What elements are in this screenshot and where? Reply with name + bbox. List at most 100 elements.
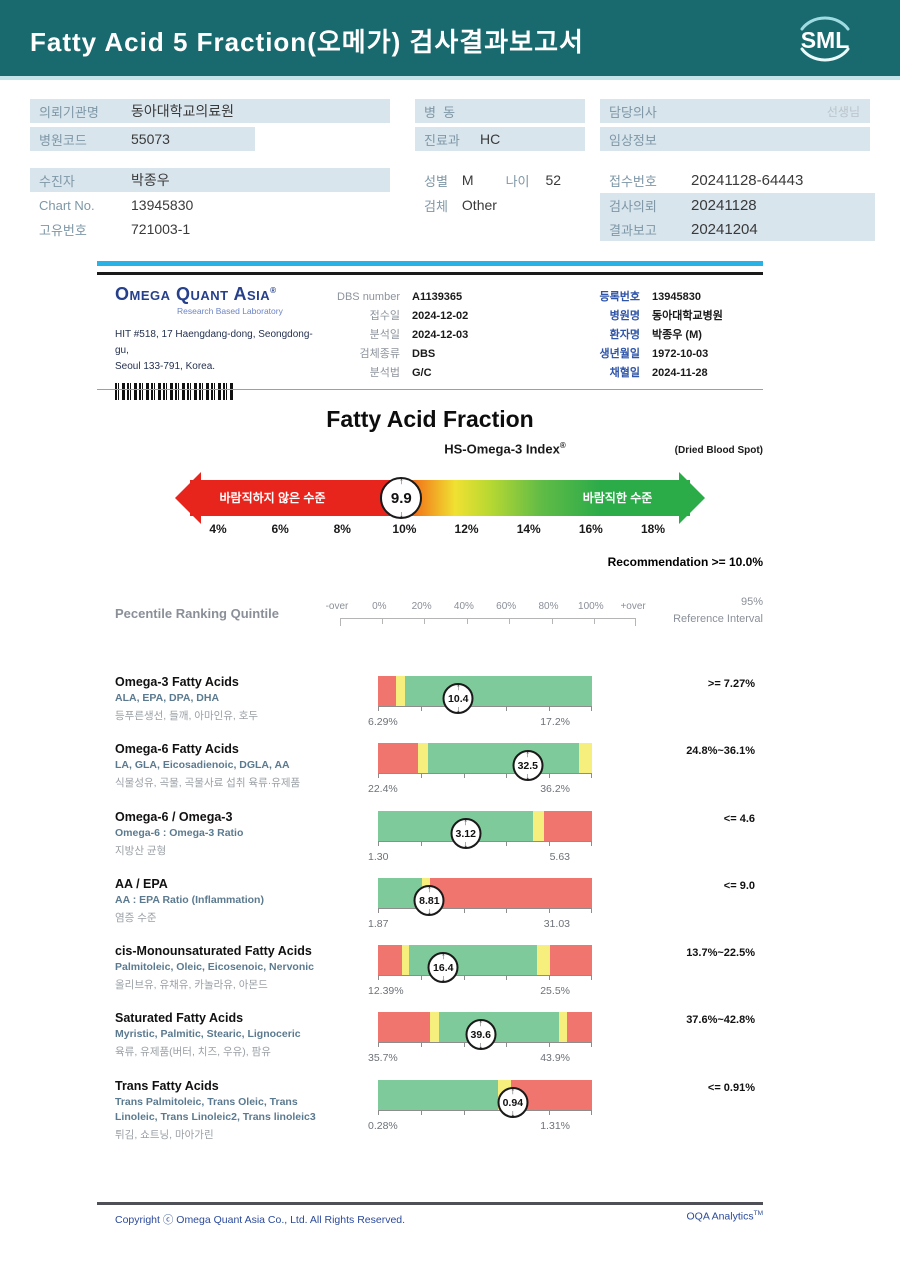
doctor-suffix: 선생님 bbox=[826, 104, 860, 119]
lab-patient-row: 생년월일 1972-10-03 bbox=[599, 348, 709, 360]
top-rule bbox=[97, 272, 763, 275]
row-korean-sources: 지방산 균형 bbox=[115, 845, 167, 857]
range-high: 25.5% bbox=[540, 985, 570, 997]
field-value: 동아대학교의료원 bbox=[131, 103, 235, 119]
reference-interval: <= 0.91% bbox=[707, 1082, 755, 1094]
field-label: 결과보고 bbox=[609, 222, 657, 238]
field-label: 고유번호 bbox=[39, 222, 87, 238]
lab-logo: Omega Quant Asia® bbox=[115, 284, 277, 304]
reference-interval: <= 4.6 bbox=[723, 813, 755, 825]
field-value: M bbox=[461, 172, 474, 188]
row-subtitle: Palmitoleic, Oleic, Eicosenoic, Nervonic bbox=[115, 961, 314, 973]
field-sex-age: 성별 M 나이 52 bbox=[415, 168, 585, 192]
field-requesting-org: 의뢰기관명 동아대학교의료원 bbox=[30, 99, 390, 123]
row-korean-sources: 식물성유, 곡물, 곡물사료 섭취 육류·유제품 bbox=[115, 777, 301, 789]
field-request-date: 검사의뢰 20241128 bbox=[600, 193, 875, 217]
dried-blood-spot-note: (Dried Blood Spot) bbox=[674, 445, 763, 456]
lab-meta-row: DBS number A1139365 bbox=[337, 291, 463, 303]
lab-address: HIT #518, 17 Haengdang-dong, Seongdong-g… bbox=[115, 329, 313, 372]
chart-title: Fatty Acid Fraction bbox=[326, 406, 534, 432]
reference-interval: <= 9.0 bbox=[723, 880, 755, 892]
range-bar bbox=[378, 811, 592, 842]
value-marker: 39.6 bbox=[465, 1019, 497, 1050]
field-label: 검체 bbox=[424, 198, 448, 214]
trademark-mark: TM bbox=[753, 1210, 763, 1217]
row-title: Omega-3 Fatty Acids bbox=[115, 675, 239, 689]
range-low: 0.28% bbox=[368, 1120, 398, 1132]
field-label: 진료과 bbox=[424, 132, 460, 148]
copyright-text: Copyright ⓒ Omega Quant Asia Co., Ltd. A… bbox=[115, 1214, 406, 1226]
row-subtitle: LA, GLA, Eicosadienoic, DGLA, AA bbox=[115, 759, 290, 771]
lab-meta-row: 분석법 G/C bbox=[369, 367, 432, 379]
range-high: 5.63 bbox=[549, 851, 570, 863]
range-high: 17.2% bbox=[540, 716, 570, 728]
field-value: 721003-1 bbox=[131, 221, 191, 237]
recommendation-text: Recommendation >= 10.0% bbox=[607, 555, 763, 569]
registered-mark: ® bbox=[559, 441, 566, 450]
field-label: 검사의뢰 bbox=[609, 198, 657, 214]
cyan-divider bbox=[97, 261, 763, 266]
field-label: 담당의사 bbox=[609, 104, 657, 120]
quintile-title: Pecentile Ranking Quintile bbox=[115, 606, 279, 621]
field-value: HC bbox=[480, 131, 501, 147]
field-value: 13945830 bbox=[131, 197, 194, 213]
row-korean-sources: 올리브유, 유채유, 카놀라유, 아몬드 bbox=[115, 979, 268, 991]
range-low: 35.7% bbox=[368, 1052, 398, 1064]
bar-ticks bbox=[378, 1111, 592, 1115]
gauge-marker: 9.9 bbox=[380, 477, 423, 519]
field-report-date: 결과보고 20241204 bbox=[600, 217, 875, 241]
reference-interval-95: 95% bbox=[740, 596, 763, 608]
field-patient-name: 수진자 박종우 bbox=[30, 168, 390, 192]
barcode bbox=[115, 383, 235, 400]
oqa-analytics-brand: OQA AnalyticsTM bbox=[686, 1210, 763, 1223]
field-label: 수진자 bbox=[39, 173, 75, 189]
row-title: Saturated Fatty Acids bbox=[115, 1011, 244, 1025]
lab-patient-row: 채혈일 2024-11-28 bbox=[609, 367, 708, 379]
bar-ticks bbox=[378, 707, 592, 711]
range-high: 31.03 bbox=[543, 918, 570, 930]
header-accent-strip bbox=[0, 76, 900, 80]
field-label: 병원코드 bbox=[39, 132, 87, 148]
gauge-scale: 4% 6% 8% 10% 12% 14% 16% 18% bbox=[209, 522, 666, 536]
lab-tagline: Research Based Laboratory bbox=[177, 306, 283, 316]
row-subtitle-2: Linoleic, Trans Linoleic2, Trans linolei… bbox=[115, 1111, 316, 1123]
field-value: 20241128 bbox=[691, 196, 757, 214]
row-subtitle: Myristic, Palmitic, Stearic, Lignoceric bbox=[115, 1028, 301, 1040]
range-high: 1.31% bbox=[540, 1120, 570, 1132]
range-bar bbox=[378, 945, 592, 976]
field-label: 나이 bbox=[505, 173, 530, 189]
fatty-acid-row-trans: Trans Fatty Acids Trans Palmitoleic, Tra… bbox=[97, 1079, 763, 1147]
lab-identity: Omega Quant Asia® Research Based Laborat… bbox=[115, 284, 315, 400]
value-marker: 0.94 bbox=[497, 1087, 529, 1118]
row-subtitle: Trans Palmitoleic, Trans Oleic, Trans bbox=[115, 1096, 298, 1108]
lab-patient-row: 병원명 동아대학교병원 bbox=[609, 310, 723, 322]
field-receipt-no: 접수번호 20241128-64443 bbox=[600, 168, 875, 192]
registered-mark: ® bbox=[270, 286, 277, 295]
row-korean-sources: 튀김, 쇼트닝, 마아가린 bbox=[115, 1129, 214, 1141]
row-korean-sources: 육류, 유제품(버터, 치즈, 우유), 팜유 bbox=[115, 1046, 271, 1058]
fatty-acid-row-aa-epa: AA / EPA AA : EPA Ratio (Inflammation) 염… bbox=[97, 877, 763, 945]
reference-interval: >= 7.27% bbox=[707, 678, 755, 690]
bar-ticks bbox=[378, 1043, 592, 1047]
bar-ticks bbox=[378, 774, 592, 778]
svg-text:SML: SML bbox=[801, 27, 850, 53]
field-label: 접수번호 bbox=[609, 173, 657, 189]
row-title: AA / EPA bbox=[115, 877, 168, 891]
range-bar bbox=[378, 878, 592, 909]
row-title: cis-Monounsaturated Fatty Acids bbox=[115, 944, 312, 958]
value-marker: 8.81 bbox=[413, 885, 445, 916]
row-subtitle: AA : EPA Ratio (Inflammation) bbox=[115, 894, 264, 906]
footer-rule bbox=[97, 1202, 763, 1205]
row-subtitle: Omega-6 : Omega-3 Ratio bbox=[115, 827, 244, 839]
value-marker: 16.4 bbox=[427, 952, 459, 983]
field-label: 병 동 bbox=[424, 104, 456, 120]
fatty-acid-row-omega6: Omega-6 Fatty Acids LA, GLA, Eicosadieno… bbox=[97, 742, 763, 810]
bar-ticks bbox=[378, 976, 592, 980]
bar-ticks bbox=[378, 909, 592, 913]
range-low: 22.4% bbox=[368, 783, 398, 795]
reference-interval: 13.7%~22.5% bbox=[686, 947, 755, 959]
report-header: Fatty Acid 5 Fraction(오메가) 검사결과보고서 SML bbox=[0, 0, 900, 76]
field-value: 55073 bbox=[131, 131, 170, 147]
field-clinical-info: 임상정보 bbox=[600, 127, 870, 151]
field-chart-no: Chart No. 13945830 bbox=[30, 193, 390, 217]
